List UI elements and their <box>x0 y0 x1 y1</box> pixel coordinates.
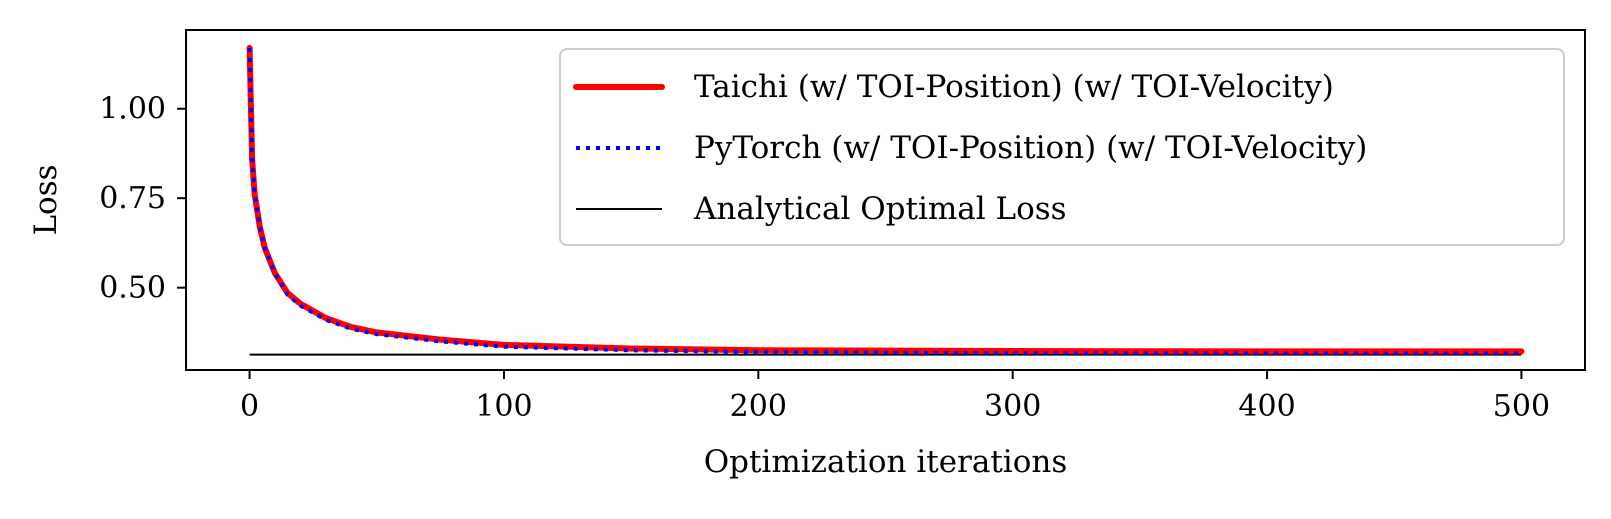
legend-label-pytorch: PyTorch (w/ TOI-Position) (w/ TOI-Veloci… <box>694 130 1367 166</box>
x-tick-label: 300 <box>984 389 1041 424</box>
x-tick-label: 500 <box>1493 389 1550 424</box>
x-tick-label: 100 <box>475 389 532 424</box>
x-tick-label: 200 <box>730 389 787 424</box>
y-tick-label: 1.00 <box>99 92 166 127</box>
legend: Taichi (w/ TOI-Position) (w/ TOI-Velocit… <box>559 48 1565 246</box>
x-tick-label: 0 <box>240 389 259 424</box>
y-axis-label: Loss <box>28 164 64 235</box>
y-tick-label: 0.50 <box>99 271 166 306</box>
series-line-pytorch <box>247 47 1522 356</box>
series-layer <box>246 44 1525 356</box>
x-axis-label: Optimization iterations <box>704 444 1068 480</box>
x-ticks: 0 100 200 300 400 500 <box>240 370 1550 424</box>
y-ticks: 0.50 0.75 1.00 <box>99 92 186 306</box>
x-tick-label: 400 <box>1238 389 1295 424</box>
legend-label-taichi: Taichi (w/ TOI-Position) (w/ TOI-Velocit… <box>694 69 1334 105</box>
legend-box <box>559 48 1565 246</box>
plot-frame <box>185 29 1586 371</box>
y-tick-label: 0.75 <box>99 181 166 216</box>
legend-label-analytical: Analytical Optimal Loss <box>693 191 1067 227</box>
